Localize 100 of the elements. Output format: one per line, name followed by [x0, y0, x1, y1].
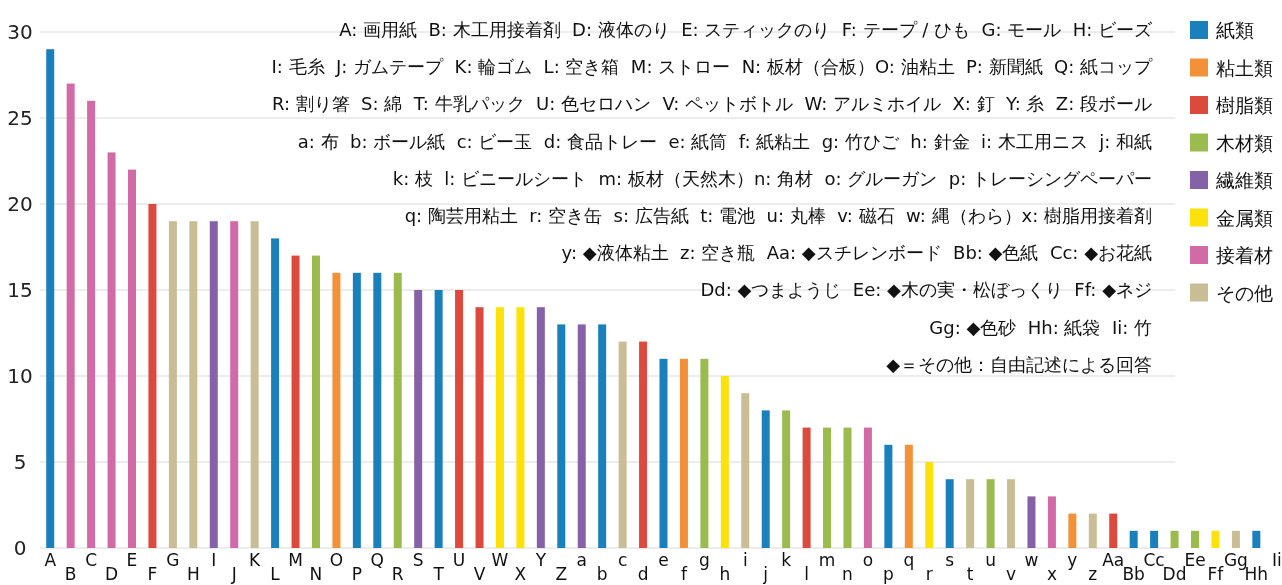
x-tick-label: u — [985, 550, 996, 570]
annotation: k: 枝 l: ビニールシート m: 板材（天然木）n: 角材 o: グルーガン p: トレーシングペーパー — [392, 167, 1152, 189]
bar — [741, 393, 750, 548]
x-tick-label: i — [742, 550, 748, 570]
x-tick-label: A — [44, 550, 57, 570]
bar — [168, 221, 177, 548]
bar — [1129, 530, 1138, 548]
x-tick-label: R — [391, 564, 404, 584]
bar — [659, 358, 668, 548]
x-tick-label: T — [432, 564, 445, 584]
x-tick-label: F — [147, 564, 158, 584]
x-tick-label: J — [230, 564, 237, 584]
bar — [1027, 496, 1036, 548]
bar — [1088, 513, 1097, 548]
x-tick-label: H — [186, 564, 200, 584]
annotation: q: 陶芸用粘土 r: 空き缶 s: 広告紙 t: 電池 u: 丸棒 v: 磁石 w: 縄（わら）x: 樹脂用接着剤 — [404, 205, 1152, 226]
x-tick-label: Z — [555, 564, 568, 584]
x-tick-label: K — [249, 550, 262, 570]
x-tick-label: S — [412, 550, 424, 570]
x-tick-label: e — [658, 550, 669, 570]
x-tick-label: t — [966, 564, 974, 584]
x-tick-label: L — [270, 564, 281, 584]
x-tick-label: Y — [534, 550, 547, 570]
bar — [802, 427, 811, 548]
x-tick-label: V — [473, 564, 486, 584]
bar — [393, 272, 402, 548]
bar — [87, 100, 96, 548]
x-tick-label: z — [1088, 564, 1098, 584]
bar — [1109, 513, 1118, 548]
bar — [434, 290, 443, 548]
bar — [332, 272, 341, 548]
legend-label: 繊維類 — [1215, 169, 1273, 191]
annotation: R: 割り箸 S: 綿 T: 牛乳パック U: 色セロハン V: ペットボトル W: アルミホイル X: 釘 Y: 糸 Z: 段ボール — [271, 93, 1152, 115]
bar — [1191, 530, 1200, 548]
bar — [46, 49, 55, 548]
bar — [966, 479, 975, 548]
x-tick-label: P — [351, 564, 362, 584]
annotation: Gg: ◆色砂 Hh: 紙袋 Ii: 竹 — [929, 316, 1152, 338]
bar — [209, 221, 218, 548]
x-tick-label: q — [903, 550, 915, 570]
legend-label: その他 — [1216, 281, 1273, 304]
x-tick-label: U — [452, 550, 466, 570]
x-tick-label: Ff — [1207, 564, 1225, 584]
x-tick-label: j — [762, 564, 769, 584]
bar — [1068, 513, 1077, 548]
bar — [1231, 530, 1240, 548]
bar — [925, 462, 934, 548]
bar — [189, 221, 198, 548]
bar — [884, 444, 893, 548]
annotation: y: ◆液体粘土 z: 空き瓶 Aa: ◆スチレンボード Bb: ◆色紙 Cc: ◆お花紙 — [561, 242, 1152, 264]
annotation: ◆＝その他：自由記述による回答 — [886, 353, 1152, 375]
bar — [1252, 530, 1261, 548]
bar — [148, 204, 157, 548]
bar — [291, 255, 300, 548]
x-tick-label: I — [211, 550, 217, 570]
bar — [475, 307, 484, 548]
x-tick-label: y — [1067, 550, 1078, 570]
x-tick-label: m — [818, 550, 836, 570]
x-tick-label: G — [166, 550, 180, 570]
bar — [782, 410, 791, 548]
legend-label: 粘土類 — [1216, 56, 1273, 79]
bar — [700, 358, 709, 548]
x-tick-label: O — [329, 550, 344, 570]
y-tick-label: 25 — [7, 106, 33, 130]
legend-label: 接着材 — [1216, 244, 1273, 266]
bar — [311, 255, 320, 548]
bar — [577, 324, 586, 548]
x-tick-label: b — [596, 564, 608, 584]
bar — [414, 290, 423, 548]
x-tick-label: X — [514, 564, 527, 584]
x-tick-label: n — [842, 564, 853, 584]
bar — [761, 410, 770, 548]
x-tick-label: N — [309, 564, 323, 584]
legend-label: 木材類 — [1216, 131, 1273, 154]
x-tick-label: s — [945, 550, 955, 570]
bar — [536, 307, 545, 548]
y-tick-label: 15 — [7, 278, 33, 302]
legend-label: 樹脂類 — [1216, 94, 1273, 116]
x-tick-label: Ee — [1184, 550, 1206, 570]
x-tick-label: C — [85, 550, 98, 570]
legend-label: 紙類 — [1216, 19, 1254, 41]
bar — [598, 324, 607, 548]
bar — [986, 479, 995, 548]
bar — [373, 272, 382, 548]
x-tick-label: l — [804, 564, 809, 584]
x-tick-label: B — [64, 564, 77, 584]
bar — [1150, 530, 1159, 548]
x-tick-label: Ii — [1271, 550, 1282, 570]
x-tick-label: x — [1046, 564, 1057, 584]
x-tick-label: c — [617, 550, 628, 570]
bar — [1211, 530, 1220, 548]
bar — [250, 221, 259, 548]
x-tick-label: g — [698, 550, 710, 570]
bar — [557, 324, 566, 548]
x-tick-label: Bb — [1122, 564, 1145, 584]
bar — [679, 358, 688, 548]
x-tick-label: Cc — [1143, 550, 1165, 570]
bar — [352, 272, 361, 548]
bar — [516, 307, 525, 548]
bar — [639, 341, 648, 548]
